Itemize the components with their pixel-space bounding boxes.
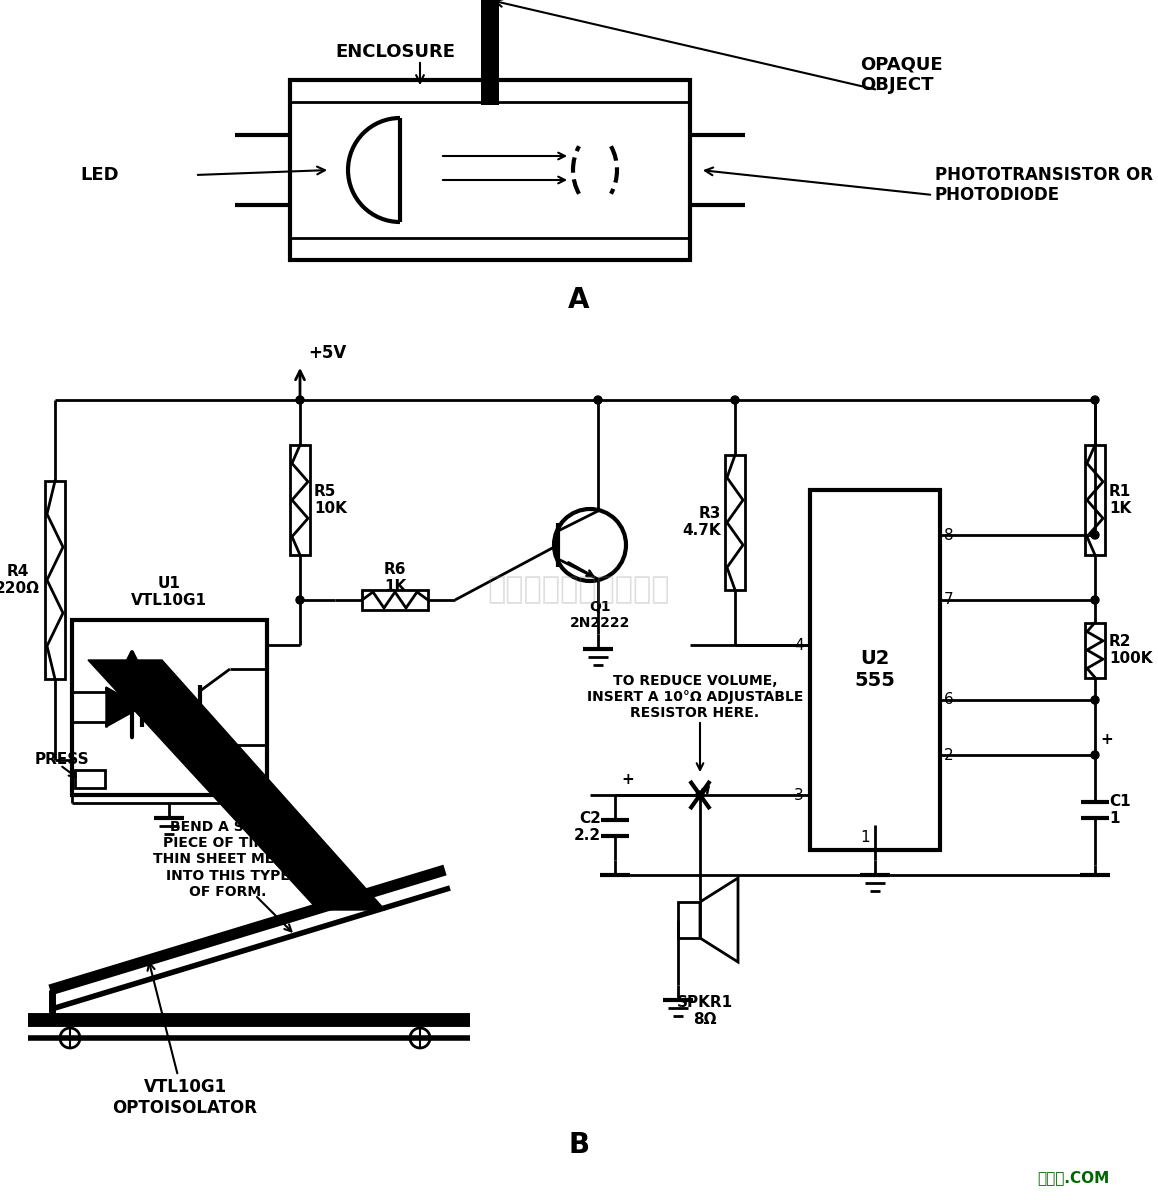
Text: 3: 3 [794,787,804,803]
Text: R2
100K: R2 100K [1109,634,1152,666]
Text: C2
2.2: C2 2.2 [574,811,601,844]
Text: 7: 7 [944,593,954,607]
Bar [362,590,428,610]
Text: OPAQUE
OBJECT: OPAQUE OBJECT [860,55,943,95]
Text: R1
1K: R1 1K [1109,484,1131,516]
Circle shape [1091,396,1099,404]
Text: ENCLOSURE: ENCLOSURE [335,43,455,61]
Circle shape [1091,751,1099,758]
Text: PHOTOTRANSISTOR OR
PHOTODIODE: PHOTOTRANSISTOR OR PHOTODIODE [935,166,1153,204]
Text: BEND A SMALL
PIECE OF TIN OR
THIN SHEET METAL
INTO THIS TYPE
OF FORM.: BEND A SMALL PIECE OF TIN OR THIN SHEET … [153,820,302,899]
Text: R6
1K: R6 1K [383,562,406,594]
Circle shape [296,396,305,404]
Bar [677,902,699,938]
Circle shape [1091,530,1099,539]
Polygon shape [88,660,384,910]
Text: Q1
2N2222: Q1 2N2222 [570,600,630,630]
Text: VTL10G1
OPTOISOLATOR: VTL10G1 OPTOISOLATOR [112,1078,257,1117]
Text: U1
VTL10G1: U1 VTL10G1 [131,576,207,608]
Bar [809,490,940,850]
Circle shape [296,596,305,604]
Text: +: + [621,772,633,787]
Text: 杭州将睿科技有限公司: 杭州将睿科技有限公司 [488,576,670,605]
Bar [290,445,310,554]
Text: +: + [1100,732,1113,746]
Circle shape [1091,596,1099,604]
Text: A: A [569,286,589,314]
Text: 1: 1 [860,830,870,845]
Text: LED: LED [80,166,118,184]
Text: 4: 4 [794,637,804,653]
Bar [72,620,267,794]
Bar [290,80,690,260]
Bar [481,0,499,104]
Text: PRESS: PRESS [35,752,89,768]
Text: C1
1: C1 1 [1109,794,1130,826]
Text: B: B [569,1130,589,1159]
Text: 6: 6 [944,692,954,708]
Circle shape [696,791,704,799]
Circle shape [731,396,739,404]
Bar [1085,445,1105,554]
Text: R3
4.7K: R3 4.7K [682,505,721,538]
Circle shape [594,396,602,404]
Bar [1085,623,1105,678]
Bar [45,481,65,679]
Text: R5
10K: R5 10K [314,484,347,516]
Text: 2: 2 [944,748,954,762]
Text: TO REDUCE VOLUME,
INSERT A 10°Ω ADJUSTABLE
RESISTOR HERE.: TO REDUCE VOLUME, INSERT A 10°Ω ADJUSTAB… [587,673,804,720]
Text: U2
555: U2 555 [855,649,895,690]
Circle shape [1091,696,1099,704]
Text: SPKR1
8Ω: SPKR1 8Ω [677,995,733,1027]
Bar [725,455,745,590]
Polygon shape [107,686,142,727]
Text: R4
220Ω: R4 220Ω [0,564,41,596]
Text: 接线图.COM: 接线图.COM [1038,1170,1111,1186]
Text: 8: 8 [944,528,954,542]
Bar [75,770,105,788]
Text: +5V: +5V [308,344,346,362]
